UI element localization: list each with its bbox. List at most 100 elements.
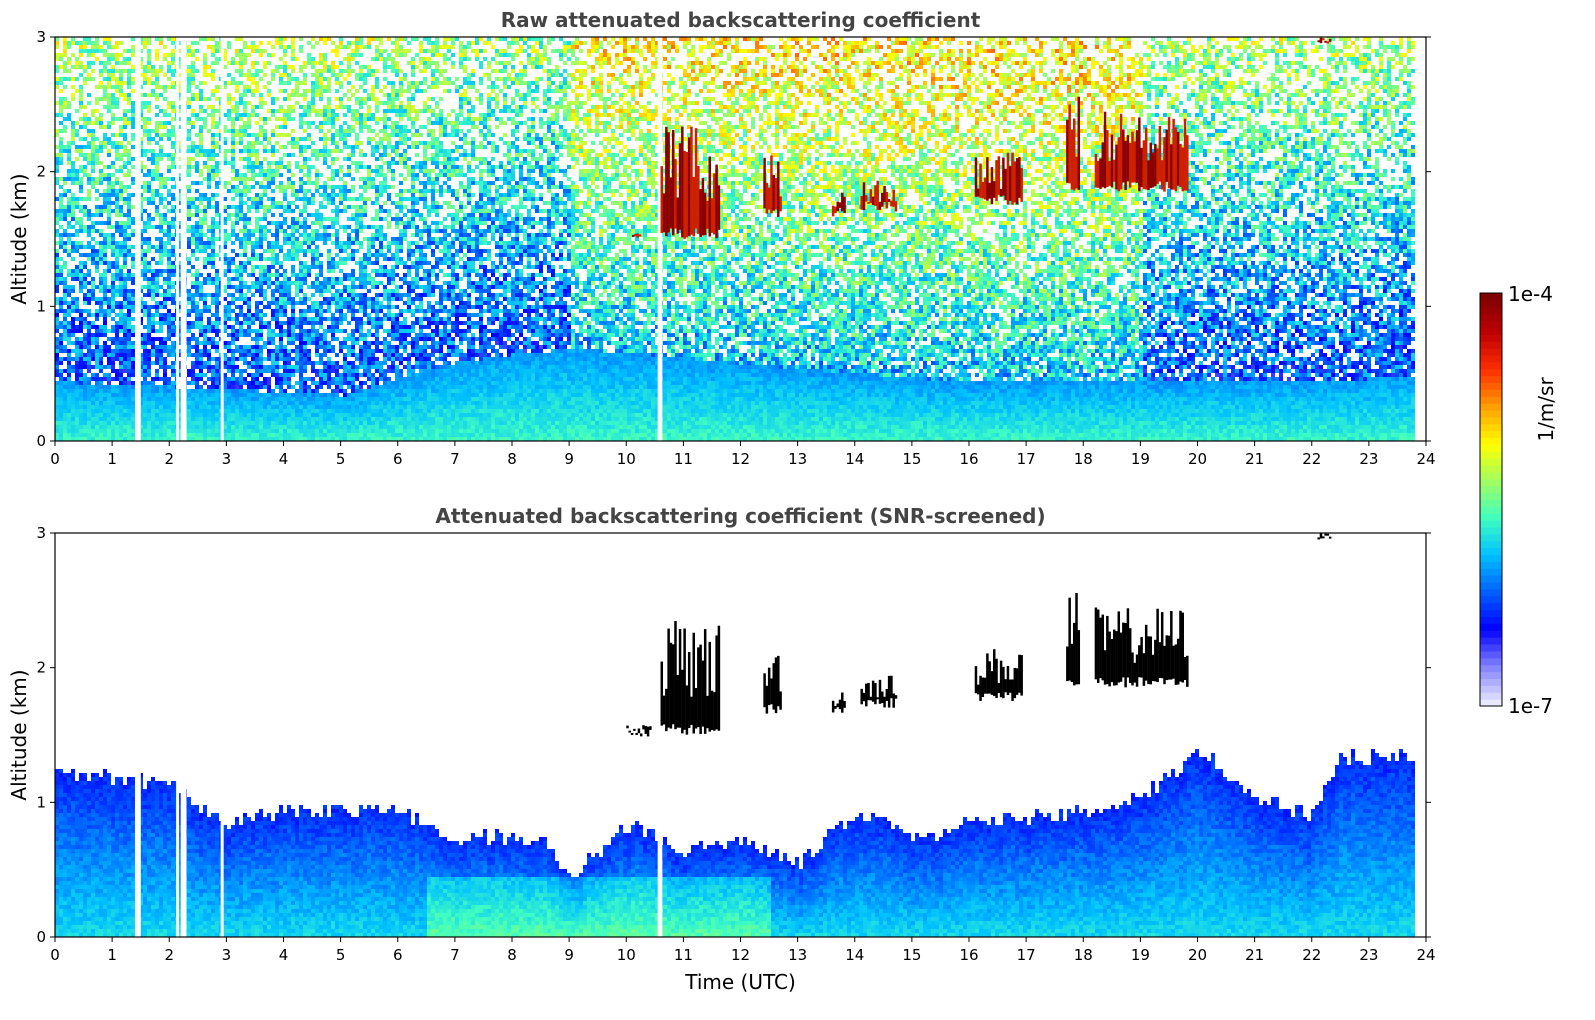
colorbar-segment bbox=[1480, 541, 1502, 548]
cloud-mark bbox=[870, 697, 873, 701]
cloud-layer bbox=[661, 621, 721, 735]
x-tick-label: 11 bbox=[674, 450, 693, 468]
cloud-mark bbox=[1099, 158, 1102, 188]
cloud-mark bbox=[1020, 168, 1023, 202]
cloud-mark bbox=[834, 706, 837, 709]
cloud-mark bbox=[1004, 169, 1007, 200]
cloud-mark bbox=[1007, 153, 1010, 205]
x-tick-label: 24 bbox=[1416, 450, 1435, 468]
cloud-mark bbox=[1324, 534, 1327, 536]
cloud-mark bbox=[713, 173, 716, 234]
cloud-mark bbox=[1186, 656, 1189, 687]
colorbar-segment bbox=[1480, 362, 1502, 369]
cloud-mark bbox=[832, 701, 835, 713]
cloud-mark bbox=[697, 647, 700, 727]
cloud-mark bbox=[1120, 633, 1123, 682]
colorbar-segment bbox=[1480, 348, 1502, 355]
x-tick-label: 2 bbox=[164, 946, 174, 964]
cloud-mark bbox=[867, 202, 870, 204]
colorbar-segment bbox=[1480, 658, 1502, 665]
cloud-mark bbox=[1097, 161, 1100, 188]
cloud-mark bbox=[1009, 166, 1012, 201]
x-tick-label: 8 bbox=[507, 946, 517, 964]
y-tick-label: 0 bbox=[36, 928, 46, 946]
cloud-mark bbox=[1000, 661, 1003, 698]
cloud-mark bbox=[670, 643, 673, 729]
cloud-mark bbox=[1154, 144, 1157, 186]
cloud-mark bbox=[1324, 41, 1327, 43]
cloud-mark bbox=[1124, 141, 1127, 190]
cloud-mark bbox=[836, 202, 839, 212]
cloud-mark bbox=[1106, 130, 1109, 187]
colorbar-segment bbox=[1480, 527, 1502, 534]
cloud-mark bbox=[1161, 160, 1164, 189]
cloud-mark bbox=[1108, 161, 1111, 186]
cloud-mark bbox=[843, 197, 846, 213]
cloud-mark bbox=[1175, 644, 1178, 684]
cloud-mark bbox=[1172, 646, 1175, 679]
cloud-mark bbox=[1115, 631, 1118, 685]
cloud-mark bbox=[1111, 135, 1114, 188]
cloud-mark bbox=[1147, 636, 1150, 684]
cloud-mark bbox=[998, 156, 1001, 195]
cloud-mark bbox=[679, 143, 682, 229]
cloud-mark bbox=[1161, 612, 1164, 678]
cloud-mark bbox=[1000, 189, 1003, 197]
cloud-mark bbox=[766, 686, 769, 714]
cloud-mark bbox=[640, 733, 643, 736]
x-tick-label: 21 bbox=[1245, 946, 1264, 964]
cloud-mark bbox=[984, 678, 987, 694]
cloud-mark bbox=[1011, 679, 1014, 701]
cloud-layer bbox=[1095, 608, 1189, 688]
cloud-mark bbox=[879, 202, 882, 210]
y-axis-label: Altitude (km) bbox=[7, 669, 31, 800]
colorbar-segment bbox=[1480, 699, 1502, 706]
cloud-mark bbox=[683, 151, 686, 239]
cloud-mark bbox=[863, 693, 866, 701]
cloud-mark bbox=[1150, 636, 1153, 684]
cloud-mark bbox=[1104, 650, 1107, 684]
cloud-mark bbox=[686, 685, 689, 734]
cloud-mark bbox=[1317, 537, 1320, 539]
cloud-mark bbox=[870, 189, 873, 203]
cloud-mark bbox=[886, 192, 889, 208]
cloud-mark bbox=[1163, 137, 1166, 192]
colorbar-segment bbox=[1480, 314, 1502, 321]
x-tick-label: 9 bbox=[564, 946, 574, 964]
cloud-mark bbox=[775, 178, 778, 209]
cloud-mark bbox=[1166, 130, 1169, 182]
cloud-mark bbox=[979, 676, 982, 701]
cloud-mark bbox=[670, 177, 673, 228]
x-tick-label: 5 bbox=[336, 450, 346, 468]
cloud-mark bbox=[841, 193, 844, 212]
x-tick-label: 20 bbox=[1188, 450, 1207, 468]
cloud-mark bbox=[1184, 119, 1187, 191]
cloud-mark bbox=[874, 683, 877, 704]
cloud-layer bbox=[763, 156, 781, 217]
y-axis-label: Altitude (km) bbox=[7, 173, 31, 304]
cloud-mark bbox=[1182, 613, 1185, 683]
cloud-mark bbox=[1020, 655, 1023, 696]
cloud-mark bbox=[632, 235, 635, 237]
x-tick-label: 10 bbox=[617, 450, 636, 468]
cloud-mark bbox=[663, 193, 666, 232]
cloud-mark bbox=[1317, 40, 1320, 42]
cloud-mark bbox=[1016, 668, 1019, 694]
colorbar-segment bbox=[1480, 376, 1502, 383]
cloud-mark bbox=[709, 157, 712, 237]
colorbar-segment bbox=[1480, 630, 1502, 637]
cloud-mark bbox=[1122, 129, 1125, 182]
heatmap-field bbox=[55, 533, 1415, 937]
cloud-mark bbox=[1018, 157, 1021, 198]
cloud-mark bbox=[1009, 680, 1012, 693]
data-gap bbox=[135, 37, 138, 441]
cloud-mark bbox=[1075, 157, 1078, 189]
cloud-mark bbox=[690, 697, 693, 725]
cloud-mark bbox=[865, 684, 868, 707]
cloud-mark bbox=[1106, 616, 1109, 684]
cloud-mark bbox=[879, 680, 882, 704]
cloud-mark bbox=[1179, 611, 1182, 682]
cloud-mark bbox=[695, 128, 698, 228]
colorbar-segment bbox=[1480, 493, 1502, 500]
cloud-mark bbox=[770, 678, 773, 704]
